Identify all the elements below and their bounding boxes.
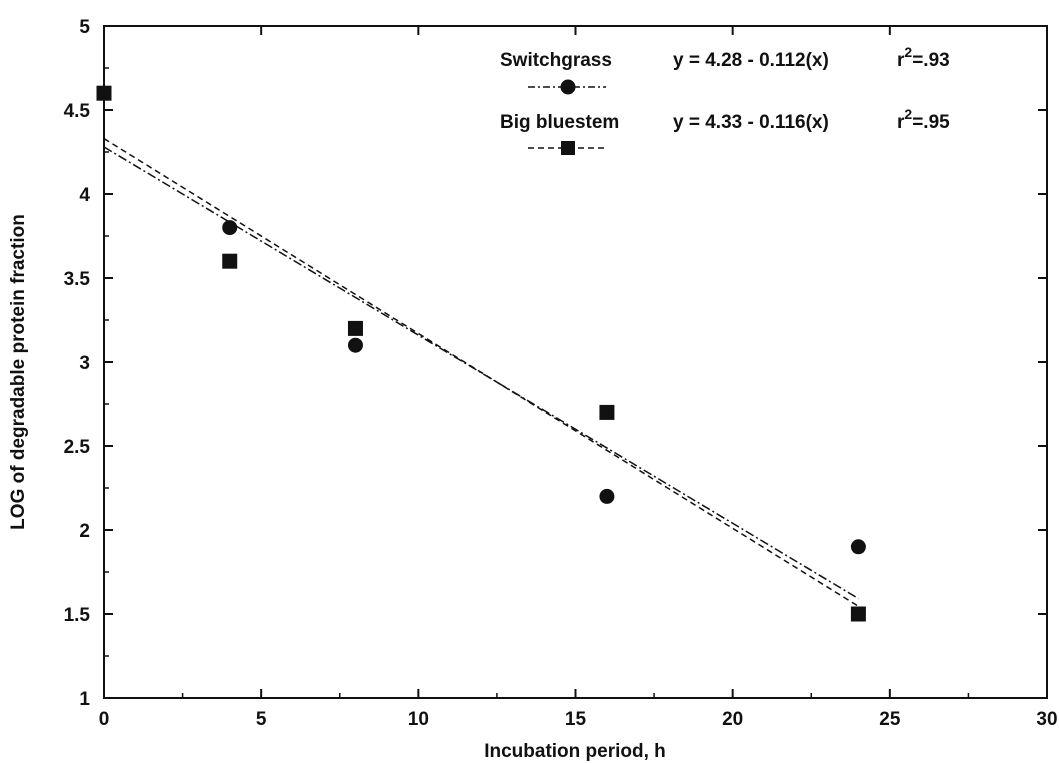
y-tick-label: 1 [79,689,90,710]
y-tick-label: 3 [79,353,90,374]
point-big-bluestem [96,85,112,101]
y-axis-title: LOG of degradable protein fraction [8,214,29,530]
legend-marker-switchgrass [560,79,576,95]
x-axis-title: Incubation period, h [484,741,666,762]
r2-prefix: r [897,112,905,133]
point-switchgrass [222,220,238,236]
legend-r2-switchgrass: r2=.93 [897,44,950,71]
x-tick-label: 25 [879,709,901,730]
r2-superscript: 2 [904,44,912,60]
x-tick-label: 30 [1036,709,1057,730]
y-tick-label: 2.5 [64,437,91,458]
point-big-bluestem [850,606,866,622]
legend-equation-switchgrass: y = 4.28 - 0.112(x) [673,50,829,71]
point-big-bluestem [347,320,363,336]
r2-value: =.95 [912,112,950,133]
r2-superscript: 2 [904,106,912,122]
point-switchgrass [599,488,615,504]
x-tick-label: 20 [722,709,743,730]
y-tick-label: 4 [79,185,90,206]
r2-prefix: r [897,50,905,71]
legend-marker-big-bluestem [561,141,575,155]
fit-lines [103,137,859,607]
y-tick-label: 5 [79,17,90,38]
point-switchgrass [850,539,866,555]
data-points [96,85,866,622]
x-tick-label: 10 [408,709,429,730]
r2-value: =.93 [912,50,950,71]
x-tick-label: 5 [256,709,267,730]
legend: Switchgrass y = 4.28 - 0.112(x) r2=.93 B… [500,44,950,155]
fit-line-big-bluestem [103,137,859,607]
legend-r2-big-bluestem: r2=.95 [897,106,950,133]
point-switchgrass [347,337,363,353]
y-tick-label: 2 [79,521,90,542]
y-tick-label: 1.5 [64,605,91,626]
y-tick-label: 3.5 [64,269,91,290]
legend-label-big-bluestem: Big bluestem [500,112,619,133]
x-tick-label: 0 [99,709,110,730]
fit-line-switchgrass [103,146,859,600]
x-tick-label: 15 [565,709,587,730]
point-big-bluestem [222,253,238,269]
legend-label-switchgrass: Switchgrass [500,50,612,71]
y-tick-label: 4.5 [64,101,91,122]
point-big-bluestem [599,404,615,420]
axes: 0 5 10 15 20 25 30 1 1.5 2 2.5 3 3.5 4 4.5 5 [64,17,1058,730]
legend-equation-big-bluestem: y = 4.33 - 0.116(x) [673,112,829,133]
